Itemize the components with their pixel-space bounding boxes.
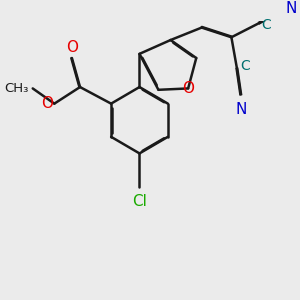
Text: CH₃: CH₃	[4, 82, 29, 95]
Text: N: N	[235, 102, 247, 117]
Text: O: O	[182, 81, 194, 96]
Text: C: C	[240, 59, 250, 73]
Text: N: N	[286, 1, 297, 16]
Text: Cl: Cl	[132, 194, 147, 208]
Text: O: O	[41, 96, 53, 111]
Text: O: O	[66, 40, 78, 55]
Text: C: C	[262, 18, 272, 32]
